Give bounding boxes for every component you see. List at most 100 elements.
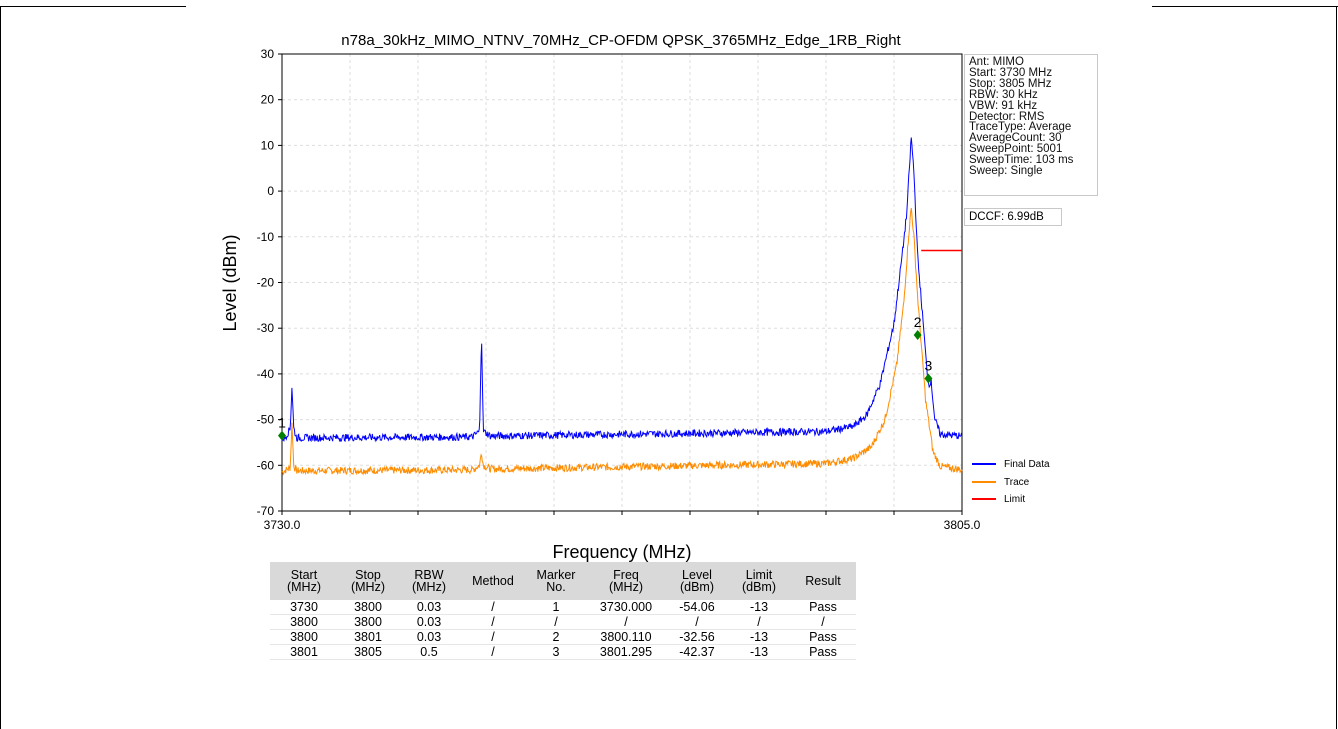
y-tick-label: 0: [267, 184, 274, 198]
page-frame-left: [0, 6, 1, 729]
table-cell: 3801.295: [586, 644, 666, 660]
y-tick-label: -60: [257, 458, 275, 472]
marker-2: [913, 330, 922, 341]
legend-label-limit: Limit: [1004, 493, 1026, 505]
y-tick-label: 30: [261, 47, 275, 61]
table-cell: 3805: [338, 644, 398, 660]
legend-swatch-trace: [972, 481, 996, 483]
column-header: Start (MHz): [270, 562, 338, 600]
table-cell: 0.5: [398, 644, 460, 660]
page-frame-right: [1336, 6, 1337, 729]
marker-label-2: 2: [914, 314, 922, 330]
marker-1: [278, 430, 286, 441]
info-line: RBW: 30 kHz: [969, 88, 1038, 101]
grid: [282, 53, 962, 512]
table-cell: 0.03: [398, 614, 460, 630]
table-cell: -42.37: [666, 644, 728, 660]
table-cell: 3800: [270, 629, 338, 645]
table-cell: 3800: [338, 600, 398, 615]
table-cell: 0.03: [398, 629, 460, 645]
column-header: Level (dBm): [666, 562, 728, 600]
table-cell: 3730.000: [586, 600, 666, 615]
info-line: Start: 3730 MHz: [969, 66, 1053, 79]
y-tick-label: -50: [257, 413, 275, 427]
y-tick-label: 10: [261, 138, 275, 152]
column-header: Freq (MHz): [586, 562, 666, 600]
table-row: 3801 3805 0.5/3 3801.295 -42.37 -13 Pass: [270, 644, 856, 660]
results-body: 3730 3800 0.03/1 3730.000 -54.06 -13 Pass 3800 3…: [270, 600, 856, 660]
table-cell: Pass: [790, 629, 856, 645]
y-tick-label: -30: [257, 321, 275, 335]
table-row: 3730 3800 0.03/1 3730.000 -54.06 -13 Pass: [270, 600, 856, 615]
column-header: Result: [790, 562, 856, 600]
table-cell: -32.56: [666, 629, 728, 645]
table-cell: /: [666, 614, 728, 630]
column-header: Limit (dBm): [728, 562, 790, 600]
results-table: Start (MHz) Stop (MHz) RBW (MHz) Method Mark…: [270, 562, 856, 660]
x-tick-label: 3805.0: [944, 518, 981, 532]
info-line: Detector: RMS: [969, 110, 1045, 123]
y-axis-ticks: 30 20 10 0 -10 -20 -30 -40 -50 -60 -70: [257, 47, 282, 518]
table-cell: -13: [728, 629, 790, 645]
y-tick-label: -20: [257, 276, 275, 290]
legend: Final Data Trace Limit: [968, 452, 1064, 510]
x-tick-label: 3730.0: [264, 518, 301, 532]
table-cell: 3800.110: [586, 629, 666, 645]
series-layer: [281, 137, 963, 476]
table-cell: /: [460, 644, 526, 660]
table-cell: 3800: [338, 614, 398, 630]
table-cell: /: [790, 614, 856, 630]
table-cell: /: [728, 614, 790, 630]
series-line-1: [281, 207, 963, 476]
chart-title: n78a_30kHz_MIMO_NTNV_70MHz_CP-OFDM QPSK_…: [341, 32, 901, 49]
page-frame-gap: [186, 5, 1152, 8]
table-cell: /: [460, 629, 526, 645]
table-cell: /: [460, 614, 526, 630]
legend-item-trace: Trace: [972, 476, 1029, 488]
y-tick-label: -10: [257, 230, 275, 244]
info-line: AverageCount: 30: [969, 132, 1062, 145]
series-line-0: [281, 137, 963, 443]
x-axis-label: Frequency (MHz): [552, 542, 691, 562]
y-tick-label: -40: [257, 367, 275, 381]
info-line: Stop: 3805 MHz: [969, 77, 1052, 90]
info-line: Ant: MIMO: [969, 56, 1024, 68]
info-line: TraceType: Average: [969, 121, 1072, 134]
column-header: Stop (MHz): [338, 562, 398, 600]
sweep-info-box: Ant: MIMO Start: 3730 MHz Stop: 3805 MHz RB…: [964, 54, 1098, 196]
legend-swatch-limit: [972, 498, 996, 500]
table-cell: 1: [526, 600, 586, 615]
table-cell: 3730: [270, 600, 338, 615]
y-tick-label: -70: [257, 504, 275, 518]
legend-item-final-data: Final Data: [972, 458, 1050, 470]
table-cell: /: [526, 614, 586, 630]
table-cell: -54.06: [666, 600, 728, 615]
table-cell: 0.03: [398, 600, 460, 615]
dccf-box: DCCF: 6.99dB: [964, 208, 1062, 226]
table-row: 3800 3801 0.03/2 3800.110 -32.56 -13 Pass: [270, 629, 856, 645]
column-header: RBW (MHz): [398, 562, 460, 600]
table-cell: Pass: [790, 644, 856, 660]
column-header: Marker No.: [526, 562, 586, 600]
table-cell: 3801: [338, 629, 398, 645]
table-row: 3800 3800 0.03// / / / /: [270, 614, 856, 630]
legend-item-limit: Limit: [972, 493, 1025, 505]
table-cell: 3: [526, 644, 586, 660]
marker-label-3: 3: [925, 357, 933, 373]
info-line: SweepPoint: 5001: [969, 143, 1063, 156]
table-cell: 3800: [270, 614, 338, 630]
marker-layer: 1 2 3: [278, 314, 933, 441]
table-cell: 2: [526, 629, 586, 645]
table-cell: /: [460, 600, 526, 615]
info-line: VBW: 91 kHz: [969, 99, 1038, 112]
info-line: Sweep: Single: [969, 165, 1043, 178]
y-tick-label: 20: [261, 93, 275, 107]
x-axis-ticks: 3730.0 3805.0: [264, 511, 981, 532]
legend-swatch-final-data: [972, 463, 996, 465]
table-cell: 3801: [270, 644, 338, 660]
table-cell: /: [586, 614, 666, 630]
marker-label-1: 1: [278, 415, 286, 431]
info-line: SweepTime: 103 ms: [969, 154, 1074, 167]
table-cell: Pass: [790, 600, 856, 615]
